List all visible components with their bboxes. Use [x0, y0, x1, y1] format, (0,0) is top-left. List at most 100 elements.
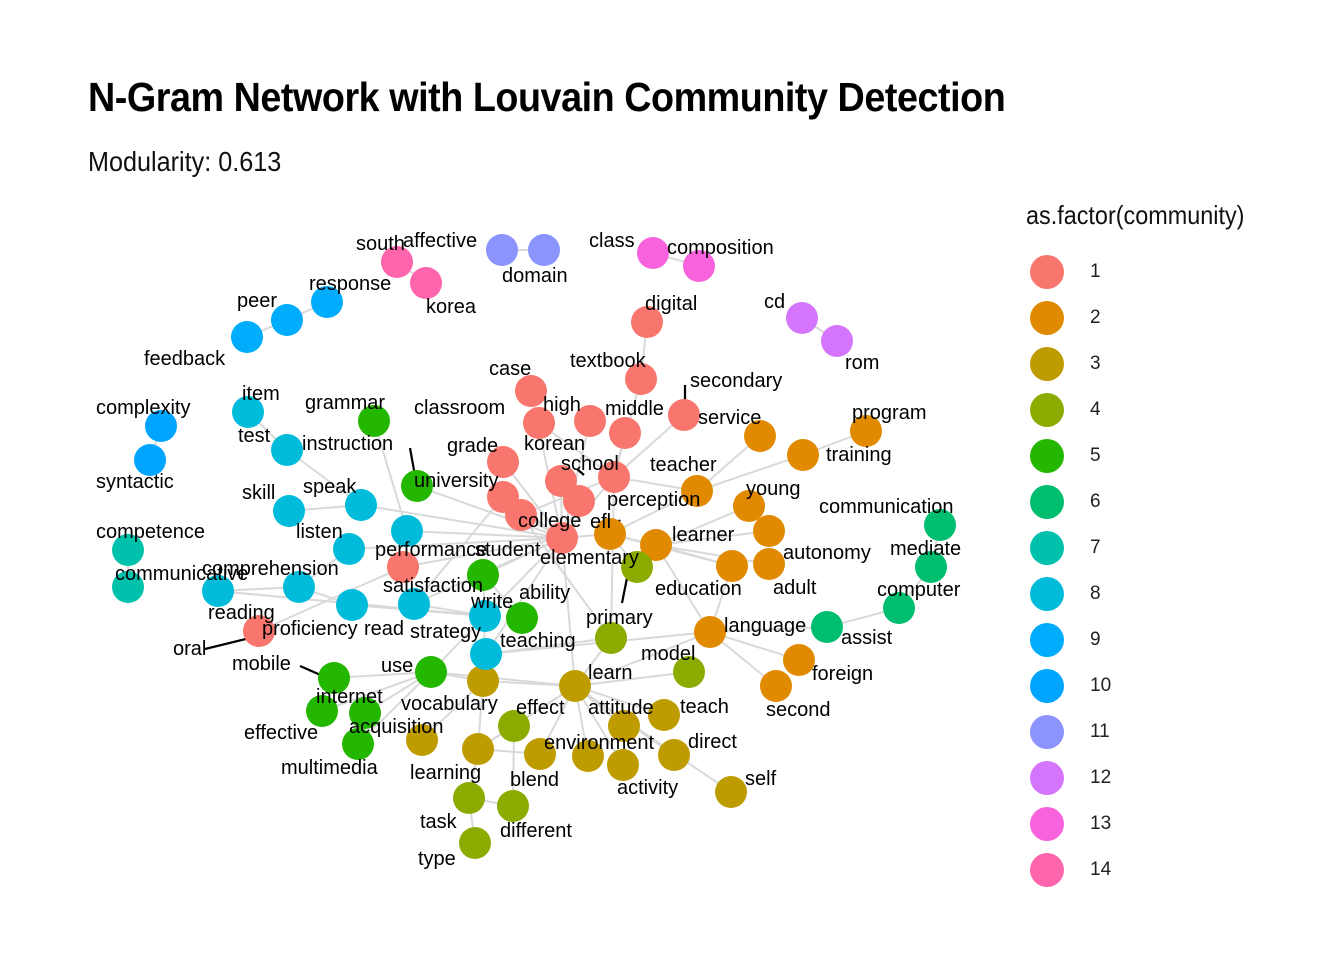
node-mobile — [318, 662, 350, 694]
node-label-teach: teach — [680, 696, 729, 718]
node-education — [716, 550, 748, 582]
network-edge — [520, 514, 612, 639]
chart-title: N-Gram Network with Louvain Community De… — [88, 74, 1006, 120]
network-edge — [413, 496, 504, 605]
network-edge — [406, 530, 563, 539]
node-label-class: class — [589, 230, 635, 252]
node-listen — [333, 533, 365, 565]
legend-item: 7 — [1026, 525, 1326, 571]
legend-item: 6 — [1026, 479, 1326, 525]
network-nodes — [112, 234, 956, 859]
node-instruction — [391, 515, 423, 547]
node-item — [232, 396, 264, 428]
network-edge — [502, 461, 563, 539]
network-edge — [258, 566, 404, 632]
node-ability — [506, 602, 538, 634]
node-composition — [683, 250, 715, 282]
node-label-elementary: elementary — [540, 547, 639, 569]
legend-item: 14 — [1026, 847, 1326, 893]
network-edge — [430, 671, 576, 687]
node-feedback — [231, 321, 263, 353]
node-label-multimedia: multimedia — [281, 757, 379, 779]
node-service — [744, 420, 776, 452]
node-peer — [271, 304, 303, 336]
node-effective — [349, 697, 381, 729]
node-label-foreign: foreign — [812, 663, 873, 685]
legend-items: 1 2 3 4 5 6 7 8 9 10 11 12 13 14 — [1026, 249, 1326, 893]
network-edge — [709, 626, 828, 633]
node-perception — [621, 551, 653, 583]
node-domain — [528, 234, 560, 266]
network-edge — [348, 537, 563, 550]
legend-swatch — [1030, 853, 1064, 887]
network-edge — [357, 671, 432, 745]
legend-item: 12 — [1026, 755, 1326, 801]
node-label-speak: speak — [303, 476, 357, 498]
legend-label: 7 — [1090, 537, 1101, 558]
legend-label: 2 — [1090, 307, 1101, 328]
node-label-competence: competence — [96, 521, 205, 543]
node-program — [850, 415, 882, 447]
legend-label: 4 — [1090, 399, 1101, 420]
node-label-type: type — [418, 848, 456, 870]
node-label-high: high — [543, 394, 581, 416]
legend-label: 8 — [1090, 583, 1101, 604]
legend-swatch — [1030, 669, 1064, 703]
node-label-mediate: mediate — [890, 538, 961, 560]
legend-swatch — [1030, 485, 1064, 519]
node-label-attitude: attitude — [588, 697, 654, 719]
node-label-satisfaction: satisfaction — [383, 575, 483, 597]
node-label-performance: performance — [375, 539, 487, 561]
node-label-program: program — [852, 402, 926, 424]
node-label-perception: perception — [607, 489, 700, 511]
node-label-second: second — [766, 699, 831, 721]
legend-item: 2 — [1026, 295, 1326, 341]
node-label-communicative: communicative — [115, 563, 248, 585]
node-label-grammar: grammar — [305, 392, 385, 414]
chart-subtitle: Modularity: 0.613 — [88, 146, 282, 177]
legend-swatch — [1030, 761, 1064, 795]
node-label-comprehension: comprehension — [202, 558, 339, 580]
node-label-model: model — [641, 643, 695, 665]
node-syntactic — [134, 444, 166, 476]
legend-label: 14 — [1090, 859, 1112, 880]
node-label-response: response — [309, 273, 391, 295]
node-korea — [410, 267, 442, 299]
node-vocabulary — [467, 665, 499, 697]
node-affective — [486, 234, 518, 266]
network-edge — [402, 537, 563, 568]
node-label-assist: assist — [841, 627, 893, 649]
node-training — [787, 439, 819, 471]
node-label-strategy: strategy — [410, 621, 481, 643]
node-adult — [753, 548, 785, 580]
legend-item: 1 — [1026, 249, 1326, 295]
node-comprehension — [283, 571, 315, 603]
node-oral — [243, 615, 275, 647]
node-assist — [811, 611, 843, 643]
node-internet — [306, 695, 338, 727]
node-model — [673, 656, 705, 688]
node-environment — [572, 740, 604, 772]
network-edge — [561, 537, 576, 687]
node-label-textbook: textbook — [570, 350, 647, 372]
node-different — [497, 790, 529, 822]
node-label-test: test — [238, 425, 271, 447]
legend: as.factor(community) 1 2 3 4 5 6 7 8 9 10 11 12 13 14 — [1026, 200, 1326, 893]
node-label-direct: direct — [688, 731, 737, 753]
legend-label: 5 — [1090, 445, 1101, 466]
node-label-cd: cd — [764, 291, 785, 313]
node-teacher — [681, 475, 713, 507]
node-communicative — [112, 571, 144, 603]
node-label-listen: listen — [296, 521, 343, 543]
node-type — [459, 827, 491, 859]
legend-item: 3 — [1026, 341, 1326, 387]
node-classroom — [574, 405, 606, 437]
legend-swatch — [1030, 439, 1064, 473]
network-edge — [373, 420, 408, 532]
node-direct — [658, 739, 690, 771]
network-graph: south korea affective domain class compositio… — [96, 230, 961, 870]
node-label-environment: environment — [544, 732, 655, 754]
node-label-ability: ability — [519, 582, 570, 604]
legend-item: 9 — [1026, 617, 1326, 663]
node-label-self: self — [745, 768, 777, 790]
